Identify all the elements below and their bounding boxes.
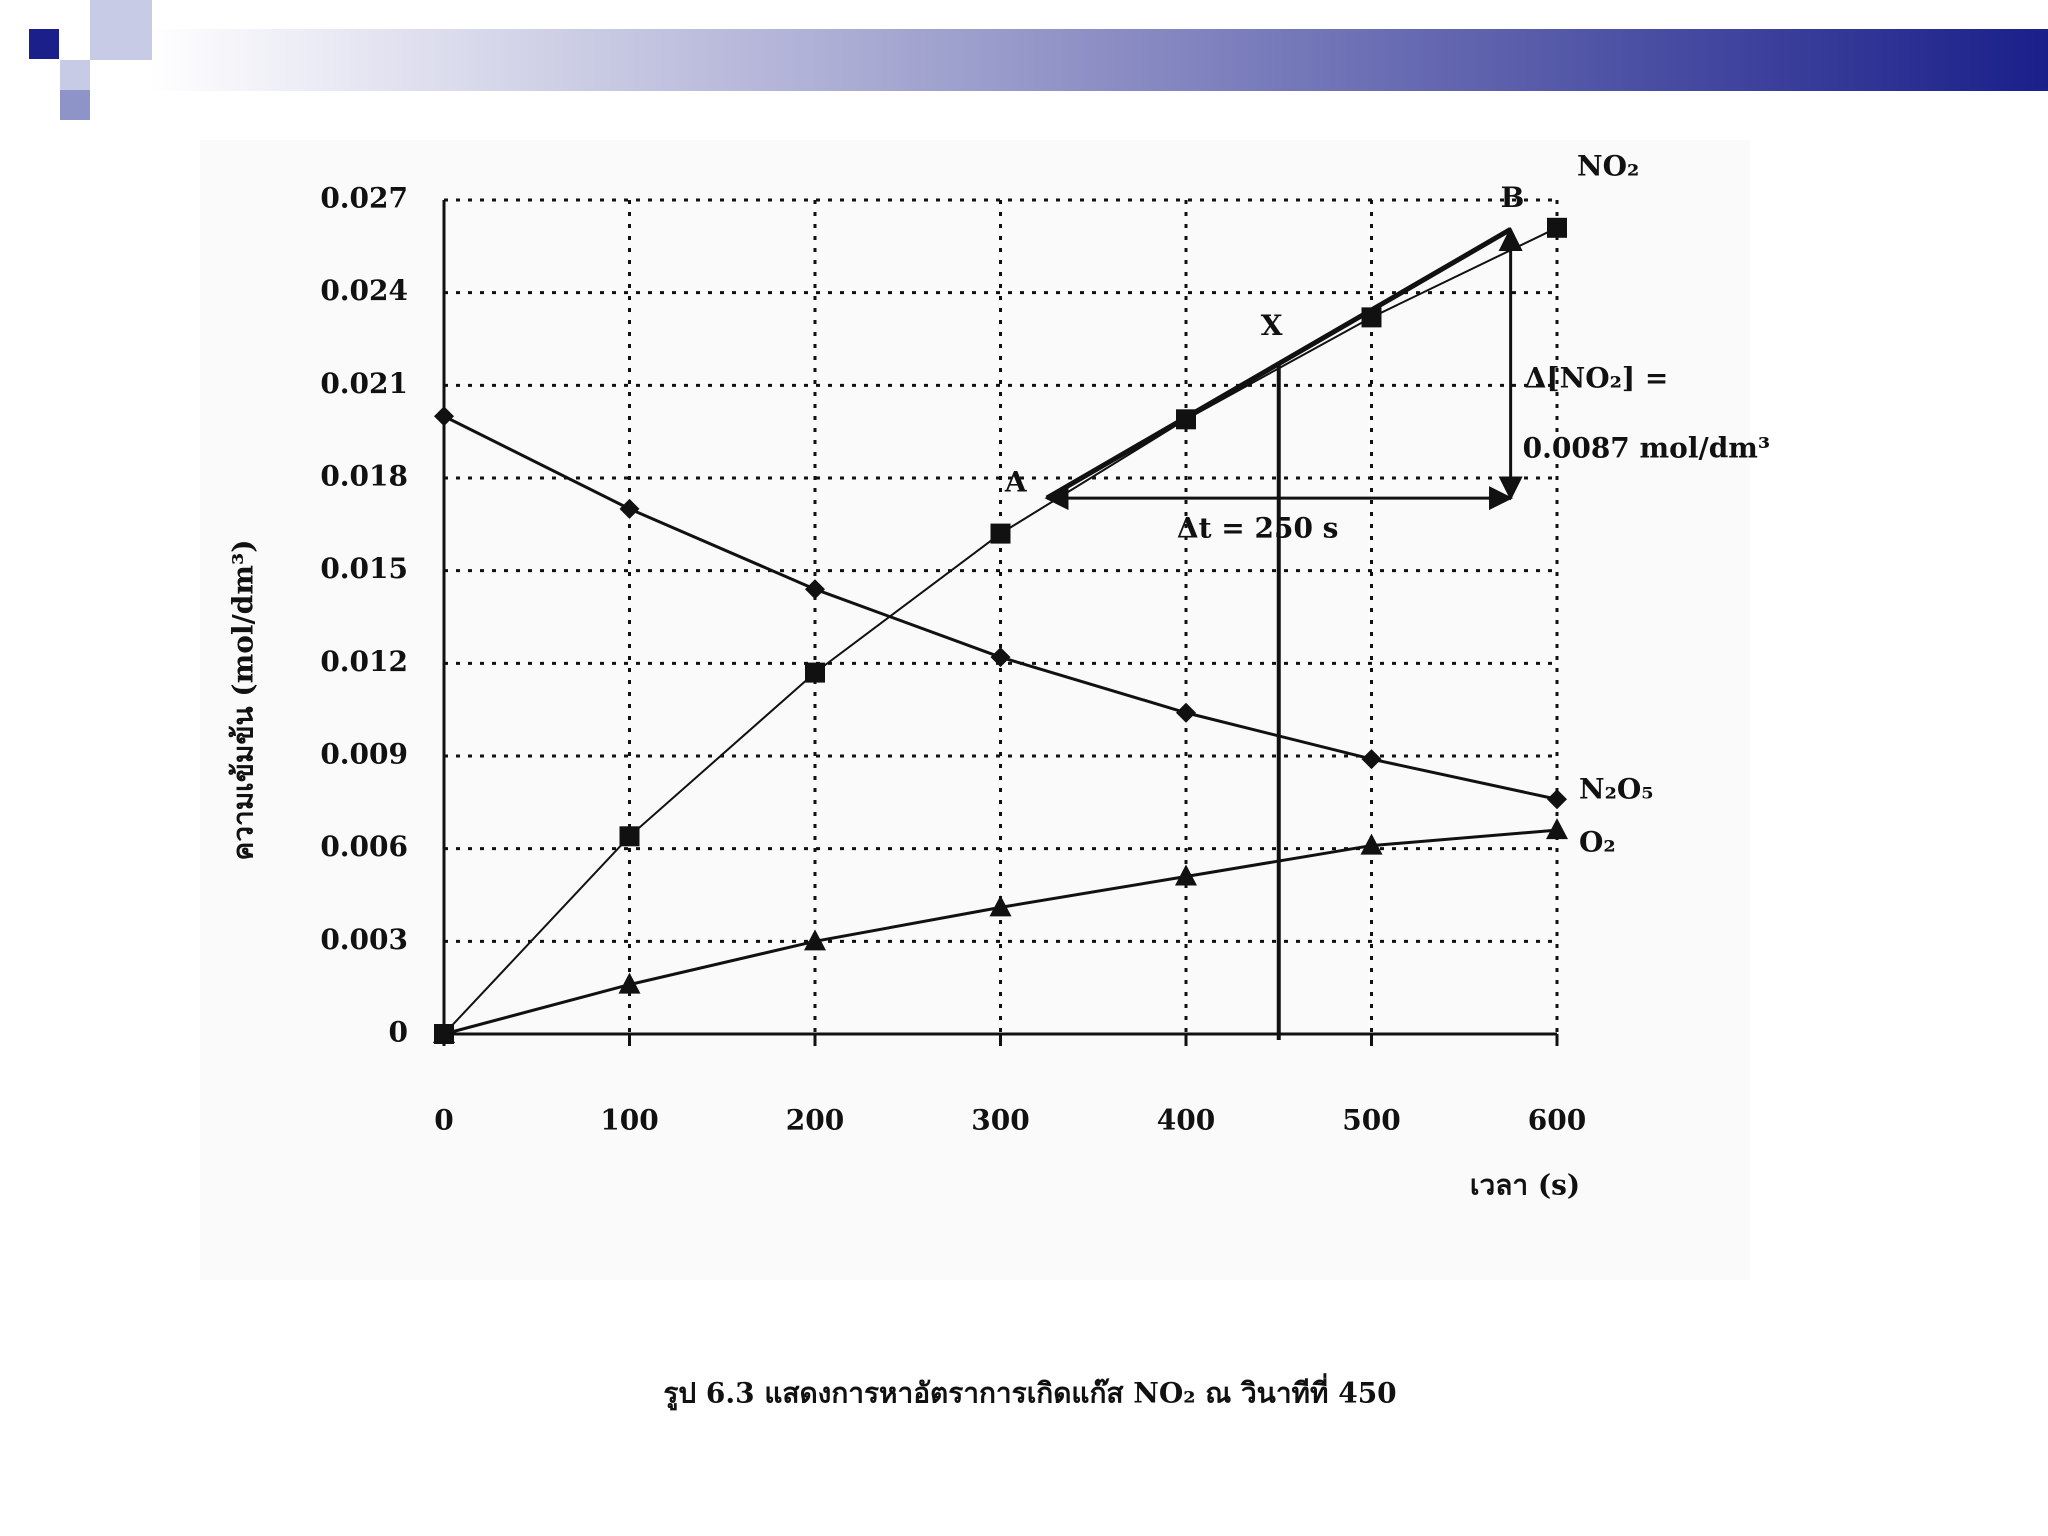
point: [1547, 789, 1567, 810]
point: [805, 662, 825, 683]
x-tick-label: 600: [1528, 1104, 1586, 1137]
y-tick-label: 0.006: [320, 830, 408, 863]
header-square: [29, 29, 59, 59]
annotation: 0.0087 mol/dm³: [1523, 432, 1771, 465]
point: [989, 895, 1012, 917]
y-tick-label: 0.018: [320, 460, 408, 493]
point: [805, 579, 825, 600]
point: [1361, 749, 1382, 770]
series-label: N₂O₅: [1579, 773, 1654, 806]
annotation: B: [1501, 181, 1525, 214]
point: [1360, 833, 1383, 855]
x-axis-label: เวลา (s): [1470, 1169, 1580, 1202]
point: [434, 406, 454, 427]
y-tick-label: 0.015: [320, 552, 408, 585]
point: [1546, 818, 1568, 840]
annotation: Δt = 250 s: [1177, 512, 1339, 545]
annotation: Δ[NO₂] =: [1525, 362, 1669, 395]
y-tick-label: 0.024: [320, 274, 408, 307]
point: [619, 826, 640, 847]
scan-area: [200, 140, 1750, 1280]
point: [433, 1022, 455, 1043]
point: [1175, 864, 1197, 886]
point: [990, 647, 1011, 668]
point: [804, 929, 826, 951]
point: [1547, 217, 1567, 238]
x-tick-label: 400: [1157, 1104, 1215, 1137]
x-tick-label: 300: [971, 1104, 1029, 1137]
x-tick-label: 500: [1342, 1104, 1400, 1137]
header-square: [60, 90, 90, 120]
annotation: X: [1261, 309, 1283, 342]
point: [990, 523, 1011, 544]
point: [619, 498, 640, 519]
series-label: NO₂: [1577, 149, 1639, 182]
x-tick-label: 0: [434, 1104, 453, 1137]
header-square: [90, 0, 152, 60]
annotation: A: [1004, 466, 1028, 499]
y-tick-label: 0.009: [320, 738, 408, 771]
y-axis-label: ความเข้มข้น (mol/dm³): [227, 540, 260, 861]
point: [1176, 702, 1196, 723]
y-tick-label: 0.003: [320, 923, 408, 956]
header-square: [60, 60, 90, 90]
y-tick-label: 0.012: [320, 645, 408, 678]
caption: รูป 6.3 แสดงการหาอัตราการเกิดแก๊ส NO₂ ณ …: [663, 1373, 1396, 1411]
x-tick-label: 100: [600, 1104, 658, 1137]
x-tick-label: 200: [786, 1104, 844, 1137]
y-tick-label: 0: [389, 1016, 408, 1049]
y-tick-label: 0.021: [320, 367, 408, 400]
point: [618, 972, 641, 994]
y-tick-label: 0.027: [320, 182, 408, 215]
series-label: O₂: [1579, 826, 1616, 859]
header-bar: [150, 29, 2048, 91]
